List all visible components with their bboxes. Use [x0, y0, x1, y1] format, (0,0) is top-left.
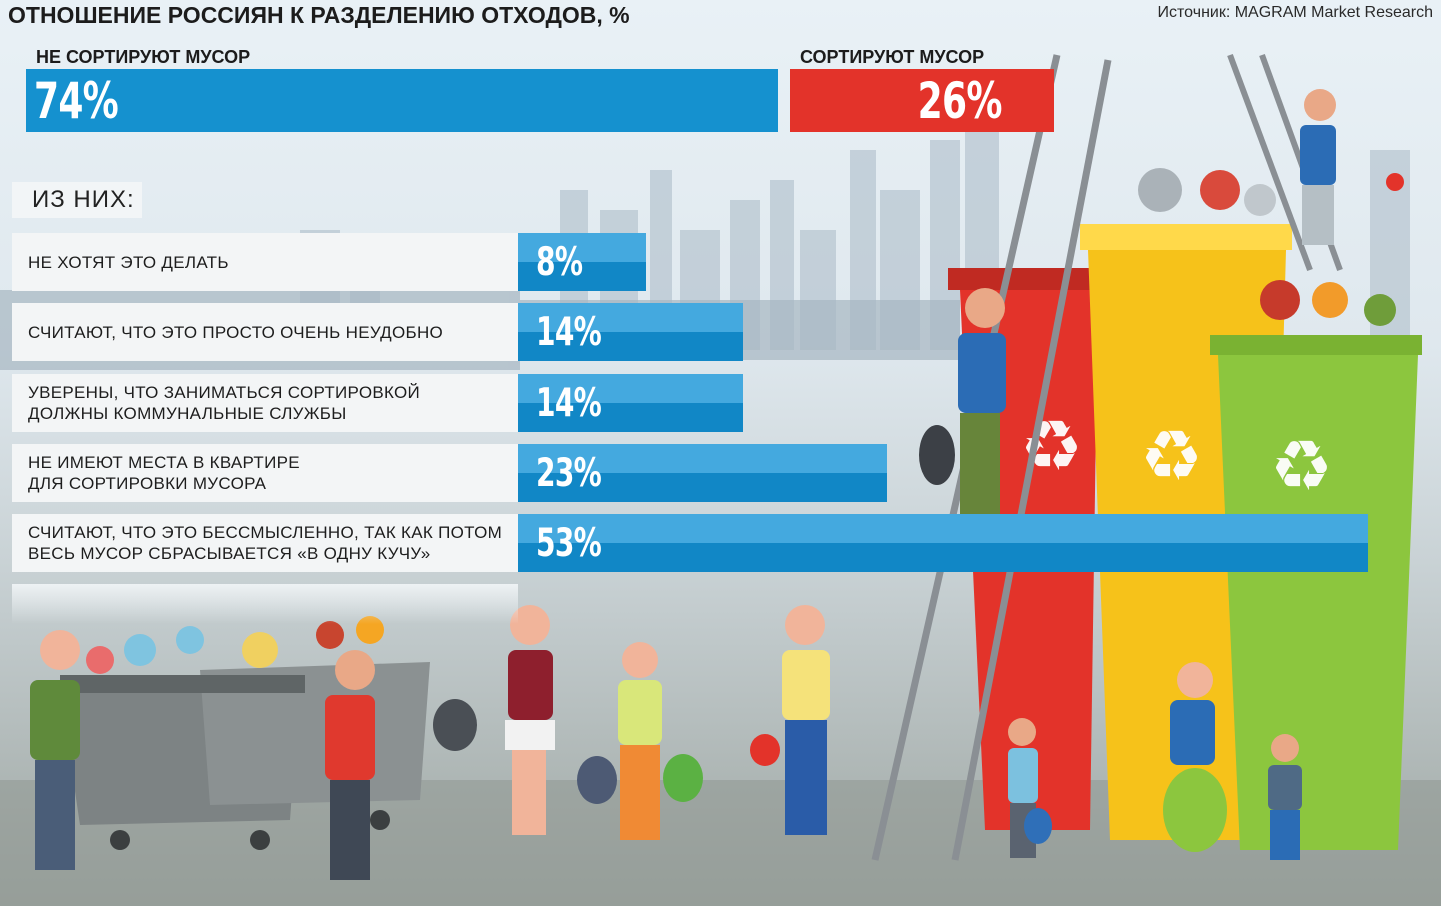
label-not-sorting: НЕ СОРТИРУЮТ МУСОР — [36, 47, 251, 67]
recycle-icon-yellow: ♻ — [1140, 415, 1203, 497]
reason-bar: 8% — [518, 233, 647, 291]
reason-value: 8% — [536, 239, 583, 285]
reason-bar: 14% — [518, 374, 743, 432]
value-not-sorting: 74% — [34, 71, 119, 130]
reason-value: 14% — [536, 309, 602, 355]
person-woman-shorts — [433, 605, 555, 835]
reason-bar: 23% — [518, 444, 887, 502]
person-woman-yellow — [750, 605, 830, 835]
source-note: Источник: MAGRAM Market Research — [1157, 4, 1433, 21]
subheading: ИЗ НИХ: — [32, 186, 135, 213]
panel-fade — [12, 584, 518, 624]
boy-blue-bag — [1008, 718, 1052, 858]
person-girl-bags — [577, 642, 703, 840]
reason-bar: 53% — [518, 514, 1368, 572]
man-on-ladder — [919, 288, 1006, 528]
page-title: ОТНОШЕНИЕ РОССИЯН К РАЗДЕЛЕНИЮ ОТХОДОВ, … — [8, 2, 630, 28]
reason-label: НЕ ИМЕЮТ МЕСТА В КВАРТИРЕ ДЛЯ СОРТИРОВКИ… — [12, 444, 518, 502]
bar-sorting: 26% — [789, 69, 1054, 132]
reason-label: СЧИТАЮТ, ЧТО ЭТО ПРОСТО ОЧЕНЬ НЕУДОБНО — [12, 303, 518, 361]
person-red-shirt — [325, 650, 375, 880]
label-sorting: СОРТИРУЮТ МУСОР — [800, 47, 985, 67]
woman-green-bag — [1163, 662, 1227, 852]
bar-not-sorting: 74% — [26, 69, 778, 132]
reason-value: 53% — [536, 520, 602, 566]
person-green-shirt — [30, 630, 80, 870]
reason-label: СЧИТАЮТ, ЧТО ЭТО БЕССМЫСЛЕННО, ТАК КАК П… — [12, 514, 518, 572]
reason-label: НЕ ХОТЯТ ЭТО ДЕЛАТЬ — [12, 233, 518, 291]
trash-heap — [1138, 168, 1404, 326]
subheading-background — [12, 182, 142, 218]
recycle-icon-green: ♻ — [1270, 425, 1333, 507]
kid-blue-shirt — [1268, 734, 1302, 860]
green-bin — [1210, 335, 1422, 850]
reason-label: УВЕРЕНЫ, ЧТО ЗАНИМАТЬСЯ СОРТИРОВКОЙ ДОЛЖ… — [12, 374, 518, 432]
reason-bar: 14% — [518, 303, 743, 361]
reason-value: 23% — [536, 450, 602, 496]
boy-on-ladder — [1300, 89, 1336, 245]
value-sorting: 26% — [917, 71, 1003, 130]
reason-value: 14% — [536, 380, 602, 426]
